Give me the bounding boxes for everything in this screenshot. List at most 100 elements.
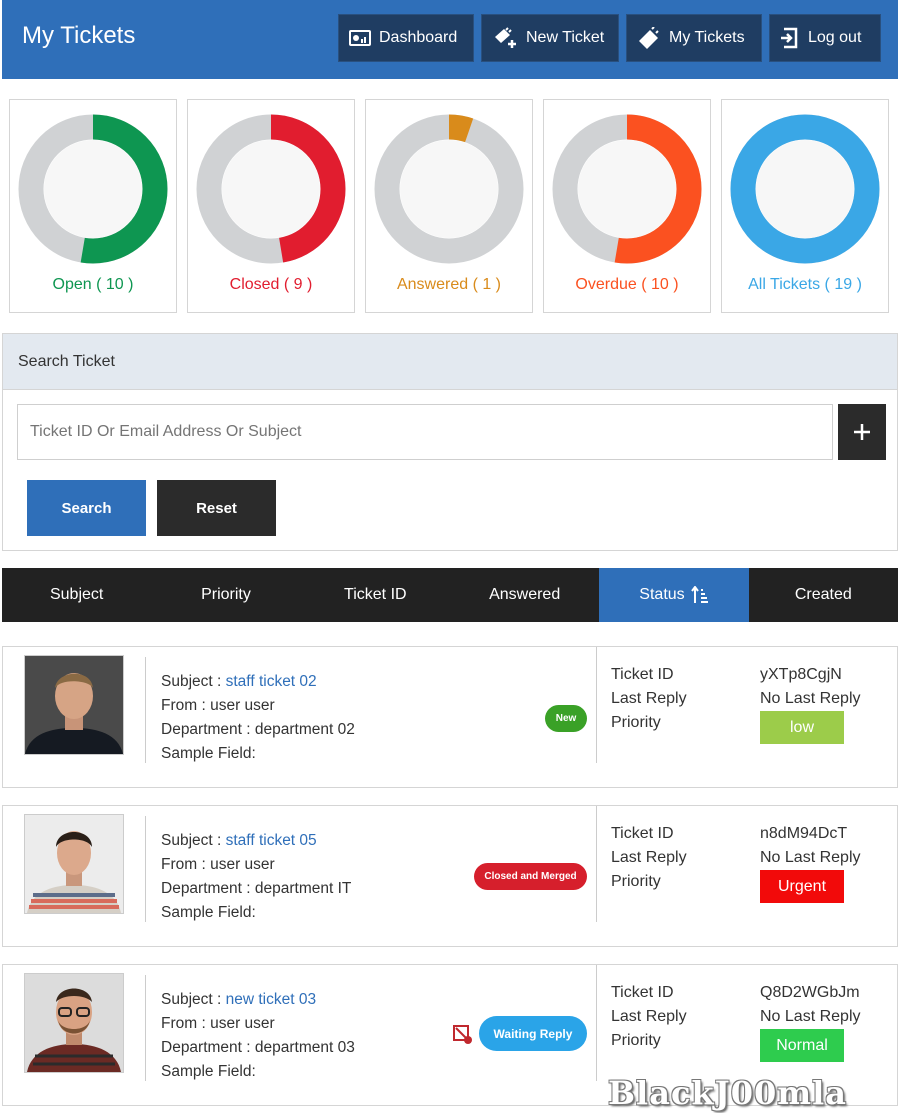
logout-icon xyxy=(781,27,798,49)
stat-label: Answered ( 1 ) xyxy=(396,276,502,293)
ticket-meta-labels: Ticket ID Last Reply Priority xyxy=(611,822,687,894)
top-nav: Dashboard New Ticket My Tickets Log out xyxy=(338,14,881,62)
stat-label: Open ( 10 ) xyxy=(52,276,134,293)
ticket-stats: Open ( 10 ) Closed ( 9 ) Answered ( 1 ) … xyxy=(9,99,889,313)
my-tickets-label: My Tickets xyxy=(669,29,745,46)
divider xyxy=(145,975,146,1081)
divider xyxy=(145,816,146,922)
subject-label: Subject : xyxy=(161,673,226,690)
my-tickets-button[interactable]: My Tickets xyxy=(626,14,762,62)
ticket-from: user user xyxy=(210,856,275,873)
ticket-meta-values: n8dM94DcT No Last Reply xyxy=(760,822,861,870)
department-label: Department : xyxy=(161,880,255,897)
search-heading: Search Ticket xyxy=(3,334,897,390)
priority-badge: Urgent xyxy=(760,870,844,903)
status-badge: New xyxy=(545,705,587,732)
from-label: From : xyxy=(161,697,211,714)
priority-badge: Normal xyxy=(760,1029,844,1062)
ticket-department: department IT xyxy=(254,880,352,897)
avatar xyxy=(24,814,124,914)
priority-badge: low xyxy=(760,711,844,744)
divider xyxy=(596,647,597,763)
stat-label: All Tickets ( 19 ) xyxy=(748,276,862,293)
divider xyxy=(596,965,597,1081)
ticket-from: user user xyxy=(210,1015,275,1032)
ticket-meta-labels: Ticket ID Last Reply Priority xyxy=(611,663,687,735)
priority-label: Priority xyxy=(611,873,661,890)
ticket-info: Subject : staff ticket 02 From : user us… xyxy=(161,670,355,766)
ticket-card[interactable]: Subject : new ticket 03 From : user user… xyxy=(2,964,898,1106)
last-reply-label: Last Reply xyxy=(611,690,687,707)
sort-priority[interactable]: Priority xyxy=(151,568,300,622)
stat-card-answered[interactable]: Answered ( 1 ) xyxy=(365,99,533,313)
donut-chart xyxy=(730,114,880,264)
stat-card-overdue[interactable]: Overdue ( 10 ) xyxy=(543,99,711,313)
ticket-department: department 03 xyxy=(254,1039,355,1056)
stat-card-closed[interactable]: Closed ( 9 ) xyxy=(187,99,355,313)
sample-field-label: Sample Field: xyxy=(161,1063,256,1080)
ticket-id-value: n8dM94DcT xyxy=(760,825,848,842)
avatar xyxy=(24,973,124,1073)
stat-card-all[interactable]: All Tickets ( 19 ) xyxy=(721,99,889,313)
sort-subject[interactable]: Subject xyxy=(2,568,151,622)
donut-chart xyxy=(374,114,524,264)
ticket-from: user user xyxy=(210,697,275,714)
unread-reply-icon xyxy=(453,1025,472,1044)
sample-field-label: Sample Field: xyxy=(161,745,256,762)
ticket-subject-link[interactable]: staff ticket 02 xyxy=(225,673,317,690)
search-input[interactable] xyxy=(17,404,833,460)
last-reply-value: No Last Reply xyxy=(760,849,861,866)
advanced-search-button[interactable] xyxy=(838,404,886,460)
sort-answered[interactable]: Answered xyxy=(450,568,599,622)
from-label: From : xyxy=(161,1015,211,1032)
ticket-subject-link[interactable]: new ticket 03 xyxy=(225,991,317,1008)
ticket-department: department 02 xyxy=(254,721,355,738)
ticket-icon xyxy=(639,27,659,49)
department-label: Department : xyxy=(161,1039,255,1056)
ticket-meta-labels: Ticket ID Last Reply Priority xyxy=(611,981,687,1053)
ticket-id-value: yXTp8CgjN xyxy=(760,666,842,683)
new-ticket-button[interactable]: New Ticket xyxy=(481,14,619,62)
ticket-id-label: Ticket ID xyxy=(611,666,674,683)
sort-ticket-id[interactable]: Ticket ID xyxy=(301,568,450,622)
ticket-id-label: Ticket ID xyxy=(611,825,674,842)
sample-field-label: Sample Field: xyxy=(161,904,256,921)
sort-created[interactable]: Created xyxy=(749,568,898,622)
sort-ascending-icon xyxy=(690,586,708,603)
donut-chart xyxy=(552,114,702,264)
new-ticket-icon xyxy=(495,27,516,48)
stat-label: Closed ( 9 ) xyxy=(229,276,313,293)
ticket-meta-values: yXTp8CgjN No Last Reply xyxy=(760,663,861,711)
donut-chart xyxy=(18,114,168,264)
divider xyxy=(596,806,597,922)
donut-chart xyxy=(196,114,346,264)
ticket-id-value: Q8D2WGbJm xyxy=(760,984,860,1001)
reset-button[interactable]: Reset xyxy=(157,480,276,536)
sort-bar: Subject Priority Ticket ID Answered Stat… xyxy=(2,568,898,622)
status-badge: Waiting Reply xyxy=(479,1016,587,1051)
priority-label: Priority xyxy=(611,1032,661,1049)
ticket-id-label: Ticket ID xyxy=(611,984,674,1001)
page-title: My Tickets xyxy=(22,22,136,49)
dashboard-button[interactable]: Dashboard xyxy=(338,14,474,62)
ticket-subject-link[interactable]: staff ticket 05 xyxy=(225,832,317,849)
search-button[interactable]: Search xyxy=(27,480,146,536)
status-badge: Closed and Merged xyxy=(474,863,587,890)
plus-icon xyxy=(854,424,870,440)
last-reply-label: Last Reply xyxy=(611,1008,687,1025)
dashboard-icon xyxy=(349,30,371,46)
logout-button[interactable]: Log out xyxy=(769,14,881,62)
last-reply-label: Last Reply xyxy=(611,849,687,866)
sort-status[interactable]: Status xyxy=(599,568,749,622)
ticket-card[interactable]: Subject : staff ticket 02 From : user us… xyxy=(2,646,898,788)
watermark-logo: BlackJ00mla xyxy=(608,1074,848,1112)
stat-card-open[interactable]: Open ( 10 ) xyxy=(9,99,177,313)
subject-label: Subject : xyxy=(161,832,226,849)
sort-label: Created xyxy=(794,586,852,603)
divider xyxy=(145,657,146,763)
sort-label: Subject xyxy=(49,586,104,603)
ticket-info: Subject : staff ticket 05 From : user us… xyxy=(161,829,351,925)
ticket-card[interactable]: Subject : staff ticket 05 From : user us… xyxy=(2,805,898,947)
stat-label: Overdue ( 10 ) xyxy=(575,276,679,293)
sort-label: Priority xyxy=(201,586,251,603)
